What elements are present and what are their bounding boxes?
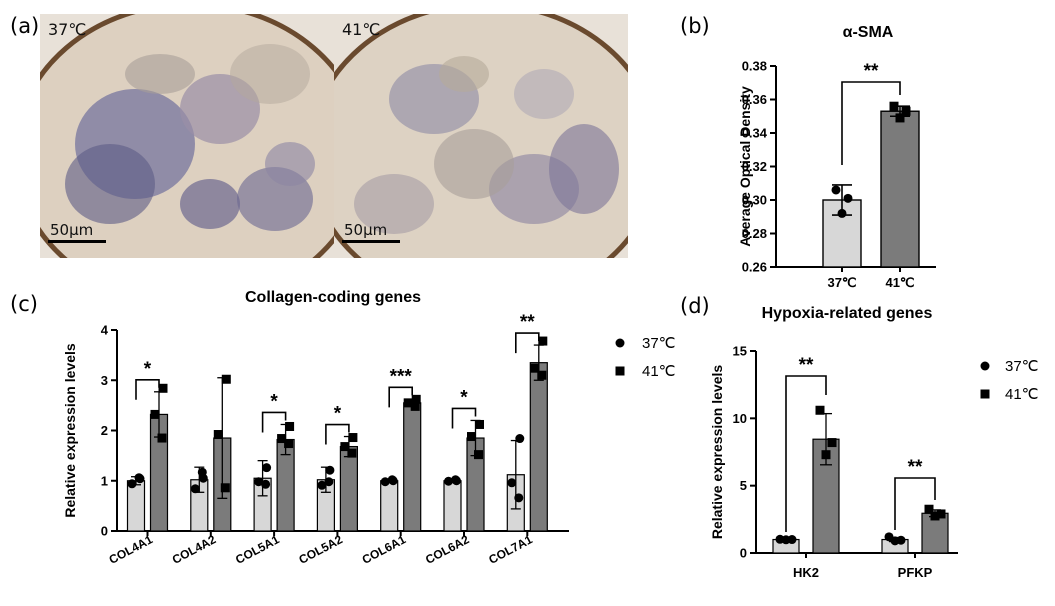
chart-b-y-tick-label: 0.38 [742,59,767,74]
micrograph-37c-label: 37℃ [48,20,87,39]
chart-b-y-tick-label: 0.36 [742,92,767,107]
panel-c-label: (c) [10,292,38,316]
chart-b-bar [880,110,920,268]
scalebar-41c-label: 50μm [344,221,388,239]
chart-b-x-tick-label: 37℃ [827,275,856,290]
chart-b-y-tick-label: 0.30 [742,193,767,208]
panel-a-label: (a) [10,14,40,38]
scalebar-37c [48,240,106,243]
chart-b-significance-label: ** [864,61,879,82]
chart-b-significance-bracket [841,81,901,165]
chart-b-data-point [889,101,899,111]
chart-b-x-tick-label: 41℃ [885,275,914,290]
tissue-section-37c [40,14,334,258]
chart-b-y-tick-label: 0.28 [742,226,767,241]
chart-b-y-tick-label: 0.26 [742,260,767,275]
chart-b-data-point [831,185,841,195]
micrograph-41c: 41℃ 50μm [334,14,628,258]
chart-b-title: α-SMA [843,24,894,41]
scalebar-41c [342,240,400,243]
micrograph-41c-label: 41℃ [342,20,381,39]
scalebar-37c-label: 50μm [50,221,94,239]
chart-b-data-point [901,106,911,116]
chart-b-data-point [837,208,847,218]
chart-b-y-tick-label: 0.34 [742,126,768,141]
tissue-section-41c [334,14,628,258]
chart-b-data-point [895,113,905,123]
panel-b-label: (b) [680,14,710,38]
micrograph-37c: 37℃ 50μm [40,14,334,258]
chart-b-data-point [843,193,853,203]
panel-d-label: (d) [680,294,710,318]
chart-b-y-tick-label: 0.32 [742,159,767,174]
chart-b-y-axis-title: Average Optical Density [737,86,753,247]
